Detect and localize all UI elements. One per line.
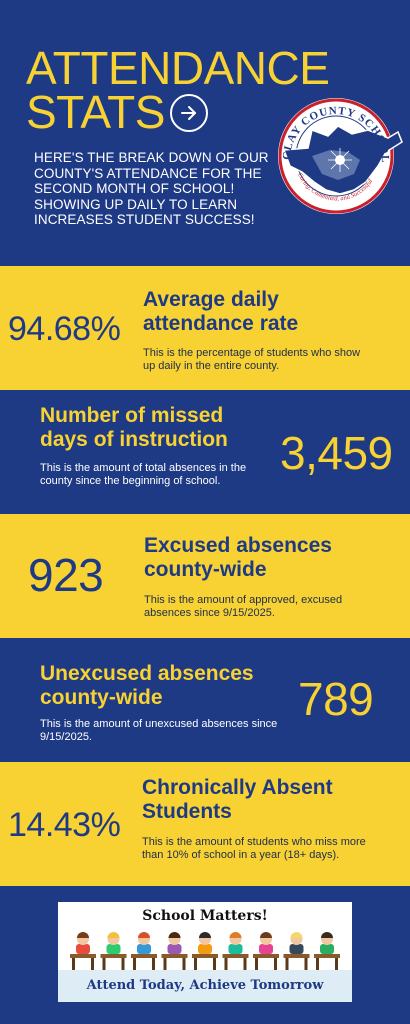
students-at-desks-illustration — [70, 932, 340, 970]
stat-band-attendance-rate: 94.68% Average daily attendance rate Thi… — [0, 266, 410, 390]
stat-value: 94.68% — [8, 310, 121, 348]
stat-heading-line-2: attendance rate — [143, 312, 299, 335]
stat-description: This is the amount of unexcused absences… — [40, 718, 278, 743]
student-figure — [314, 932, 340, 970]
stat-description: This is the percentage of students who s… — [143, 347, 361, 372]
stat-band-unexcused-absences: Unexcused absences county-wide This is t… — [0, 638, 410, 762]
stat-heading: Unexcused absences county-wide — [40, 662, 254, 710]
stat-heading-line-2: days of instruction — [40, 428, 228, 451]
stat-description: This is the amount of approved, excused … — [144, 594, 343, 619]
page-title: ATTENDANCE STATS — [26, 42, 330, 138]
stat-heading-line-1: Unexcused absences — [40, 662, 254, 685]
intro-text: HERE'S THE BREAK DOWN OF OUR COUNTY'S AT… — [34, 150, 269, 227]
clay-county-schools-logo: CLAY COUNTY SCHOOLS Caring, Committed, a… — [268, 90, 403, 214]
stat-description: This is the amount of total absences in … — [40, 462, 247, 487]
stat-value: 789 — [298, 673, 374, 725]
title-line-1: ATTENDANCE — [26, 42, 330, 94]
student-figure — [253, 932, 279, 970]
student-figure — [70, 932, 96, 970]
stat-heading-line-1: Excused absences — [144, 534, 332, 557]
banner-bottom-strip: Attend Today, Achieve Tomorrow — [58, 970, 352, 1002]
student-figure — [192, 932, 218, 970]
student-figure — [222, 932, 249, 970]
stat-heading: Excused absences county-wide — [144, 534, 332, 582]
stat-heading-line-2: county-wide — [144, 558, 267, 581]
school-matters-banner: School Matters! Attend Today, Achieve To… — [58, 902, 352, 1002]
stat-heading: Chronically Absent Students — [142, 776, 333, 824]
student-figure — [100, 932, 127, 970]
arrow-right-icon[interactable] — [170, 94, 208, 132]
student-figure — [131, 932, 157, 970]
stat-value: 3,459 — [280, 427, 393, 479]
stat-heading-line-2: county-wide — [40, 686, 163, 709]
stat-description: This is the amount of students who miss … — [142, 836, 366, 861]
stat-heading-line-1: Average daily — [143, 288, 279, 311]
student-figure — [161, 932, 188, 970]
header-section: ATTENDANCE STATS HERE'S THE BREAK DOWN O… — [0, 0, 410, 266]
stat-band-excused-absences: 923 Excused absences county-wide This is… — [0, 514, 410, 638]
stat-value: 923 — [28, 549, 104, 601]
banner-top-text: School Matters! — [142, 908, 268, 924]
stat-heading-line-2: Students — [142, 800, 232, 823]
stat-heading-line-1: Number of missed — [40, 404, 224, 427]
stat-heading: Number of missed days of instruction — [40, 404, 228, 452]
stat-value: 14.43% — [8, 806, 121, 844]
stat-heading: Average daily attendance rate — [143, 288, 298, 336]
banner-bottom-text: Attend Today, Achieve Tomorrow — [86, 978, 324, 993]
stat-band-missed-days: Number of missed days of instruction Thi… — [0, 390, 410, 514]
stat-band-chronically-absent: 14.43% Chronically Absent Students This … — [0, 762, 410, 886]
student-figure — [283, 932, 310, 970]
stat-heading-line-1: Chronically Absent — [142, 776, 333, 799]
title-line-2: STATS — [26, 86, 165, 138]
